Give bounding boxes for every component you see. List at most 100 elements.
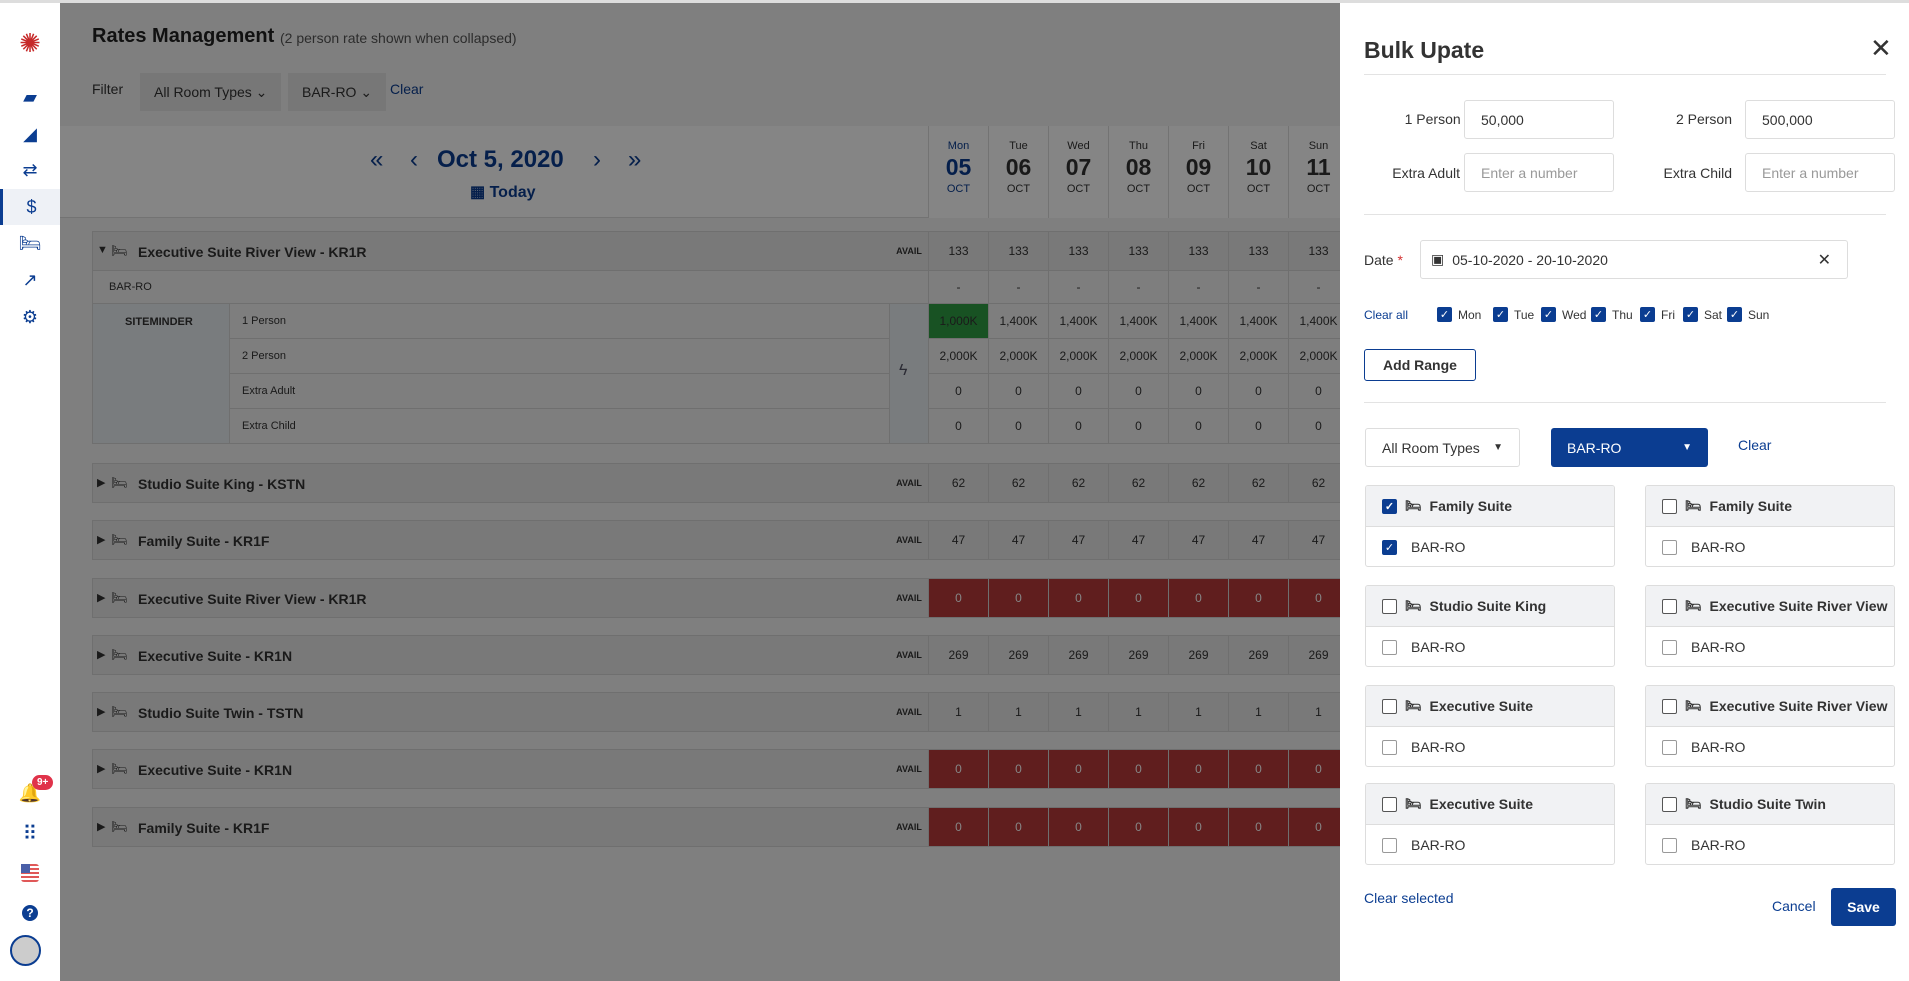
help-icon[interactable]: ?	[0, 895, 60, 931]
rate-checkbox[interactable]	[1662, 539, 1677, 555]
rate-checkbox[interactable]	[1382, 739, 1397, 755]
clear-filter-link[interactable]: Clear	[390, 81, 424, 97]
next-month-icon[interactable]: »	[628, 146, 642, 173]
expand-toggle-icon[interactable]: ▶	[97, 649, 106, 661]
rate-checkbox[interactable]: ✓	[1382, 539, 1397, 555]
room-checkbox[interactable]	[1382, 698, 1397, 714]
clear-selection-link[interactable]: Clear	[1738, 437, 1772, 453]
card-rate-row[interactable]: ✓ BAR-RO	[1366, 527, 1614, 566]
card-header[interactable]: 🛏 Studio Suite King	[1366, 586, 1614, 627]
expand-toggle-icon[interactable]: ▶	[97, 592, 106, 604]
rate-value-cell[interactable]: 0	[1168, 374, 1228, 409]
card-header[interactable]: 🛏 Family Suite	[1646, 486, 1894, 527]
day-column[interactable]: Sat 10 OCT	[1228, 126, 1288, 218]
modal-backdrop[interactable]	[60, 3, 1340, 981]
expand-toggle-icon[interactable]: ▶	[97, 706, 106, 718]
bed-icon[interactable]: 🛏	[18, 232, 42, 253]
room-types-select[interactable]: All Room Types ▼	[1365, 428, 1520, 467]
rate-value-cell[interactable]: 0	[1228, 409, 1288, 444]
day-column[interactable]: Fri 09 OCT	[1168, 126, 1228, 218]
card-rate-row[interactable]: BAR-RO	[1646, 825, 1894, 864]
save-button[interactable]: Save	[1831, 888, 1896, 926]
checkbox[interactable]: ✓	[1437, 307, 1452, 322]
room-row[interactable]: ▶ 🛏 Family Suite - KR1F AVAIL 0 0 0 0 0 0 0	[92, 807, 1340, 847]
rate-value-cell[interactable]: 0	[988, 374, 1048, 409]
us-flag-icon[interactable]	[0, 855, 60, 891]
rate-value-cell[interactable]: 2,000K	[928, 339, 988, 374]
rate-value-cell[interactable]: 0	[1048, 374, 1108, 409]
avatar[interactable]	[10, 935, 41, 966]
checkbox[interactable]: ✓	[1541, 307, 1556, 322]
expand-toggle-icon[interactable]: ▶	[97, 477, 106, 489]
next-week-icon[interactable]: ›	[593, 146, 601, 173]
clear-all-days-link[interactable]: Clear all	[1364, 308, 1409, 322]
rate-value-cell[interactable]: 1,400K	[1288, 304, 1340, 339]
room-checkbox[interactable]	[1382, 796, 1397, 812]
checkbox[interactable]: ✓	[1683, 307, 1698, 322]
checkbox[interactable]: ✓	[1640, 307, 1655, 322]
checkbox[interactable]: ✓	[1727, 307, 1742, 322]
weekday-checkbox[interactable]: ✓ Wed	[1541, 307, 1586, 322]
one-person-input[interactable]	[1464, 100, 1614, 139]
clear-date-icon[interactable]: ✕	[1817, 251, 1831, 269]
rate-value-cell[interactable]: 0	[928, 374, 988, 409]
rate-checkbox[interactable]	[1382, 639, 1397, 655]
close-icon[interactable]: ✕	[1870, 33, 1892, 63]
checkbox[interactable]: ✓	[1493, 307, 1508, 322]
card-rate-row[interactable]: BAR-RO	[1646, 527, 1894, 566]
rate-value-cell[interactable]: 0	[928, 409, 988, 444]
rate-value-cell[interactable]: 1,400K	[1048, 304, 1108, 339]
two-person-input[interactable]	[1745, 100, 1895, 139]
rate-value-cell[interactable]: 1,000K	[928, 304, 988, 339]
card-header[interactable]: 🛏 Executive Suite	[1366, 784, 1614, 825]
rate-value-cell[interactable]: 2,000K	[1048, 339, 1108, 374]
room-checkbox[interactable]: ✓	[1382, 498, 1397, 514]
clear-selected-link[interactable]: Clear selected	[1364, 890, 1454, 906]
card-header[interactable]: 🛏 Executive Suite	[1366, 686, 1614, 727]
rate-value-cell[interactable]: 0	[1288, 374, 1340, 409]
apps-grid-icon[interactable]: ⠿	[22, 822, 38, 845]
rate-filter[interactable]: BAR-RO ⌄	[288, 73, 387, 111]
card-header[interactable]: ✓ 🛏 Family Suite	[1366, 486, 1614, 527]
room-row[interactable]: ▶ 🛏 Executive Suite - KR1N AVAIL 0 0 0 0 0 0 0	[92, 749, 1340, 789]
rate-value-cell[interactable]: 0	[1168, 409, 1228, 444]
room-checkbox[interactable]	[1662, 796, 1677, 812]
logo-icon[interactable]: ✺	[19, 27, 41, 58]
extra-adult-input[interactable]	[1464, 153, 1614, 192]
weekday-checkbox[interactable]: ✓ Mon	[1437, 307, 1481, 322]
room-row[interactable]: ▶ 🛏 Executive Suite River View - KR1R AVAIL…	[92, 578, 1340, 618]
room-checkbox[interactable]	[1382, 598, 1397, 614]
rate-value-cell[interactable]: 0	[1108, 409, 1168, 444]
rate-value-cell[interactable]: 0	[1108, 374, 1168, 409]
rate-value-cell[interactable]: 0	[988, 409, 1048, 444]
rate-select[interactable]: BAR-RO ▼	[1551, 428, 1708, 467]
today-button[interactable]: ▦ Today	[470, 182, 536, 202]
tools-icon[interactable]: ◢	[23, 123, 37, 144]
room-row[interactable]: ▶ 🛏 Studio Suite Twin - TSTN AVAIL 1 1 1 1 1 1 1	[92, 692, 1340, 732]
weekday-checkbox[interactable]: ✓ Fri	[1640, 307, 1675, 322]
expand-toggle-icon[interactable]: ▶	[97, 821, 106, 833]
prev-week-icon[interactable]: ‹	[410, 146, 418, 173]
weekday-checkbox[interactable]: ✓ Sun	[1727, 307, 1769, 322]
rate-value-cell[interactable]: 2,000K	[1228, 339, 1288, 374]
rate-value-cell[interactable]: 2,000K	[1108, 339, 1168, 374]
rate-value-cell[interactable]: 1,400K	[1168, 304, 1228, 339]
dollar-icon[interactable]: $	[0, 189, 60, 225]
expand-toggle-icon[interactable]: ▶	[97, 534, 106, 546]
rate-checkbox[interactable]	[1662, 639, 1677, 655]
card-header[interactable]: 🛏 Executive Suite River View	[1646, 686, 1894, 727]
rate-checkbox[interactable]	[1662, 837, 1677, 853]
checkbox[interactable]: ✓	[1591, 307, 1606, 322]
rate-value-cell[interactable]: 1,400K	[1228, 304, 1288, 339]
rate-value-cell[interactable]: 2,000K	[1288, 339, 1340, 374]
room-row[interactable]: ▶ 🛏 Executive Suite - KR1N AVAIL 269 269 269 26…	[92, 635, 1340, 675]
day-column[interactable]: Tue 06 OCT	[988, 126, 1048, 218]
cancel-button[interactable]: Cancel	[1772, 898, 1816, 914]
weekday-checkbox[interactable]: ✓ Thu	[1591, 307, 1633, 322]
card-header[interactable]: 🛏 Studio Suite Twin	[1646, 784, 1894, 825]
day-column[interactable]: Thu 08 OCT	[1108, 126, 1168, 218]
rate-checkbox[interactable]	[1662, 739, 1677, 755]
rate-value-cell[interactable]: 0	[1048, 409, 1108, 444]
rate-value-cell[interactable]: 2,000K	[988, 339, 1048, 374]
weekday-checkbox[interactable]: ✓ Sat	[1683, 307, 1722, 322]
